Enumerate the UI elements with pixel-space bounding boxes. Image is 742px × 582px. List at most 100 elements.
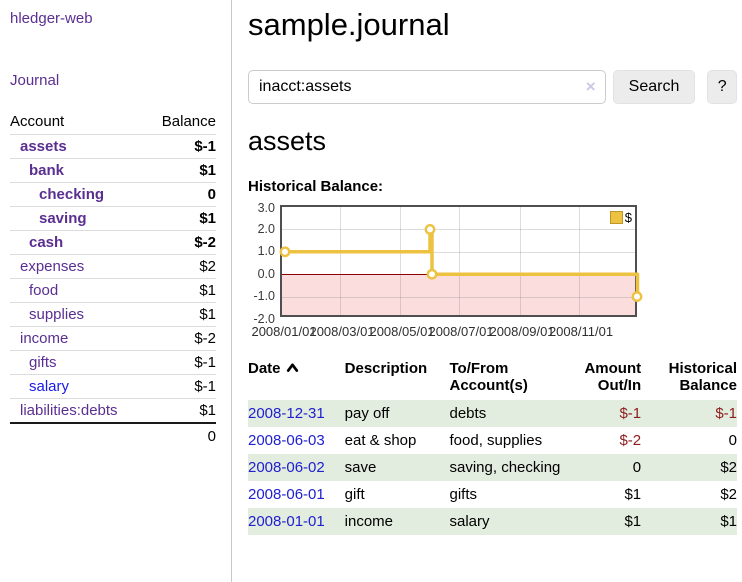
transaction-row: 2008-06-01 gift gifts $1 $2	[248, 481, 737, 508]
main-content: sample.journal × Search ? assets Histori…	[248, 0, 742, 535]
txn-balance: $-1	[715, 405, 737, 422]
account-row: saving $1	[10, 206, 216, 231]
txn-date-link[interactable]: 2008-06-01	[248, 486, 325, 503]
chart-x-axis: 2008/01/01 2008/03/01 2008/05/01 2008/07…	[251, 324, 737, 342]
account-link-supplies[interactable]: supplies	[29, 306, 85, 323]
page-title: sample.journal	[248, 7, 450, 42]
account-row: cash $-2	[10, 230, 216, 255]
account-balance: $1	[146, 302, 216, 327]
sidebar: hledger-web Journal Account Balance asse…	[0, 0, 232, 582]
account-link-liabilities-debts[interactable]: liabilities:debts	[20, 402, 118, 419]
txn-description: pay off	[344, 405, 390, 422]
transaction-row: 2008-01-01 income salary $1 $1	[248, 508, 737, 535]
txn-amount: $1	[624, 486, 642, 503]
txn-description: income	[344, 513, 393, 530]
account-link-cash[interactable]: cash	[29, 234, 64, 251]
x-tick: 2008/11/01	[548, 324, 614, 339]
account-link-salary[interactable]: salary	[29, 378, 70, 395]
search-input[interactable]	[248, 70, 606, 104]
app-title[interactable]: hledger-web	[10, 10, 93, 27]
accounts-header-account: Account	[10, 110, 147, 135]
txn-date-link[interactable]: 2008-12-31	[248, 405, 325, 422]
account-link-gifts[interactable]: gifts	[29, 354, 57, 371]
txn-balance: $2	[720, 459, 737, 476]
chart-plot-area: $	[279, 205, 643, 317]
txn-date-link[interactable]: 2008-01-01	[248, 513, 325, 530]
txn-accounts: debts	[449, 405, 487, 422]
accounts-total-value: 0	[146, 422, 216, 449]
account-balance: $-1	[146, 374, 216, 399]
help-button[interactable]: ?	[707, 70, 737, 104]
account-row: assets $-1	[10, 134, 216, 159]
accounts-table: Account Balance assets $-1 bank $1 check…	[10, 110, 216, 449]
txn-description: gift	[344, 486, 365, 503]
register-header-date[interactable]: Date	[248, 357, 345, 400]
txn-accounts: gifts	[449, 486, 478, 503]
txn-accounts: salary	[449, 513, 490, 530]
account-row: supplies $1	[10, 302, 216, 327]
account-link-bank[interactable]: bank	[29, 162, 65, 179]
account-link-food[interactable]: food	[29, 282, 59, 299]
search-button[interactable]: Search	[612, 70, 696, 104]
chart-legend: $	[609, 210, 632, 225]
txn-description: eat & shop	[344, 432, 417, 449]
account-link-income[interactable]: income	[20, 330, 69, 347]
transaction-row: 2008-12-31 pay off debts $-1 $-1	[248, 400, 737, 427]
account-link-saving[interactable]: saving	[39, 210, 87, 227]
txn-amount: 0	[632, 459, 642, 476]
clear-search-icon[interactable]: ×	[585, 77, 596, 96]
register-header-balance: Historical Balance	[668, 360, 737, 394]
account-balance: $-2	[146, 326, 216, 351]
account-heading: assets	[248, 126, 327, 156]
txn-date-link[interactable]: 2008-06-03	[248, 432, 325, 449]
data-point-marker	[424, 224, 436, 235]
account-row: checking 0	[10, 182, 216, 207]
txn-amount: $1	[624, 513, 642, 530]
account-balance: 0	[146, 182, 216, 207]
txn-accounts: food, supplies	[449, 432, 543, 449]
account-link-assets[interactable]: assets	[20, 138, 67, 155]
account-balance: $1	[146, 278, 216, 303]
txn-date-link[interactable]: 2008-06-02	[248, 459, 325, 476]
y-tick: 2.0	[257, 222, 275, 236]
legend-label: $	[624, 210, 632, 225]
x-tick: 2008/01/01	[251, 324, 317, 339]
register-header-amount: Amount Out/In	[584, 360, 642, 394]
transaction-row: 2008-06-03 eat & shop food, supplies $-2…	[248, 427, 737, 454]
transaction-row: 2008-06-02 save saving, checking 0 $2	[248, 454, 737, 481]
balance-chart: 3.0 2.0 1.0 0.0 -1.0 -2.0	[248, 201, 737, 326]
nav-journal-link[interactable]: Journal	[10, 72, 60, 89]
legend-swatch	[609, 211, 623, 224]
chart-title: Historical Balance:	[248, 178, 384, 195]
account-row: bank $1	[10, 158, 216, 183]
account-row: expenses $2	[10, 254, 216, 279]
register-header-description: Description	[344, 360, 428, 377]
account-row: food $1	[10, 278, 216, 303]
account-balance: $2	[146, 254, 216, 279]
register-table: Date Description To/From Account(s) Amou…	[248, 357, 737, 535]
account-balance: $-1	[146, 350, 216, 375]
txn-balance: $2	[720, 486, 737, 503]
account-row: salary $-1	[10, 374, 216, 399]
account-row: gifts $-1	[10, 350, 216, 375]
sort-ascending-icon	[286, 360, 299, 377]
y-tick: 0.0	[257, 267, 275, 281]
account-balance: $-1	[146, 134, 216, 159]
accounts-total-row: 0	[10, 422, 216, 449]
x-tick: 2008/09/01	[489, 324, 555, 339]
data-point-marker	[426, 268, 438, 280]
account-balance: $-2	[146, 230, 216, 255]
register-header-accounts: To/From Account(s)	[449, 360, 528, 394]
accounts-header-balance: Balance	[146, 110, 216, 135]
account-row: income $-2	[10, 326, 216, 351]
txn-balance: 0	[728, 432, 737, 449]
account-link-expenses[interactable]: expenses	[20, 258, 85, 275]
account-row: liabilities:debts $1	[10, 398, 216, 424]
search-form: × Search ?	[248, 70, 737, 104]
account-link-checking[interactable]: checking	[39, 186, 105, 203]
chart-series-line	[279, 224, 643, 303]
data-point-marker	[279, 246, 291, 258]
y-tick: -1.0	[253, 289, 275, 303]
txn-accounts: saving, checking	[449, 459, 561, 476]
txn-balance: $1	[720, 513, 737, 530]
